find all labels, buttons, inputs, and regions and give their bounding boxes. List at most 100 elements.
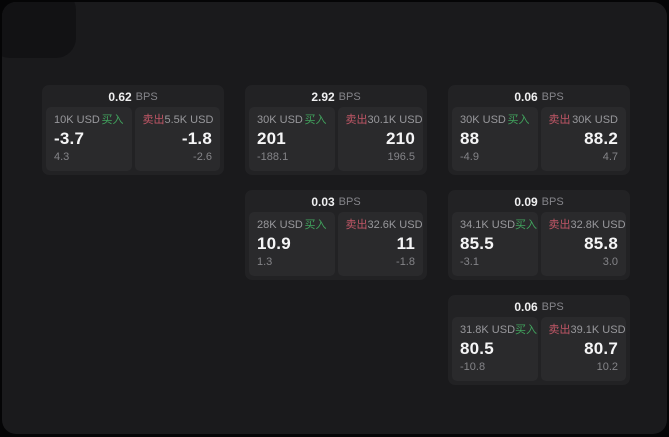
- sell-change: -2.6: [193, 151, 212, 163]
- sell-notional: 32.8K USD: [570, 219, 626, 231]
- buy-side-label: 买入: [515, 324, 538, 336]
- quote-panels: 31.8K USD 买入 80.5 -10.8 卖出 39.1K USD 80.…: [448, 316, 630, 385]
- buy-panel[interactable]: 30K USD 买入 201 -188.1: [249, 107, 335, 171]
- buy-change: -3.1: [460, 256, 479, 268]
- buy-notional: 34.1K USD: [460, 219, 516, 231]
- sell-top-row: 卖出 39.1K USD: [548, 324, 626, 337]
- sell-side-label: 卖出: [548, 324, 571, 336]
- quote-card[interactable]: 0.62 BPS 10K USD 买入 -3.7 4.3 卖出 5.5K USD…: [42, 85, 224, 175]
- sell-panel[interactable]: 卖出 30K USD 88.2 4.7: [540, 107, 626, 171]
- buy-side-label: 买入: [304, 114, 327, 126]
- quote-card[interactable]: 0.03 BPS 28K USD 买入 10.9 1.3 卖出 32.6K US…: [245, 190, 427, 280]
- sell-panel[interactable]: 卖出 32.6K USD 11 -1.8: [337, 212, 423, 276]
- bps-unit-label: BPS: [541, 300, 564, 313]
- buy-side-label: 买入: [304, 219, 327, 231]
- buy-notional: 10K USD: [54, 114, 100, 126]
- card-header: 2.92 BPS: [245, 85, 427, 106]
- buy-change: -4.9: [460, 151, 479, 163]
- sell-side-label: 卖出: [548, 114, 571, 126]
- sell-panel[interactable]: 卖出 5.5K USD -1.8 -2.6: [134, 107, 220, 171]
- sell-panel[interactable]: 卖出 30.1K USD 210 196.5: [337, 107, 423, 171]
- quote-panels: 30K USD 买入 201 -188.1 卖出 30.1K USD 210 1…: [245, 106, 427, 175]
- buy-notional: 28K USD: [257, 219, 303, 231]
- card-header: 0.06 BPS: [448, 85, 630, 106]
- sell-price: 88.2: [584, 129, 618, 148]
- bps-value: 2.92: [311, 89, 335, 104]
- buy-side-label: 买入: [101, 114, 124, 126]
- sell-top-row: 卖出 32.8K USD: [548, 219, 626, 232]
- buy-notional: 30K USD: [257, 114, 303, 126]
- card-header: 0.06 BPS: [448, 295, 630, 316]
- sell-side-label: 卖出: [548, 219, 571, 231]
- bps-value: 0.06: [514, 299, 538, 314]
- quote-card[interactable]: 0.06 BPS 31.8K USD 买入 80.5 -10.8 卖出 39.1…: [448, 295, 630, 385]
- bps-unit-label: BPS: [541, 90, 564, 103]
- sell-price: 210: [386, 129, 415, 148]
- buy-top-row: 28K USD 买入: [257, 219, 327, 232]
- bps-value: 0.62: [108, 89, 132, 104]
- sell-price: 80.7: [584, 339, 618, 358]
- bps-value: 0.06: [514, 89, 538, 104]
- buy-price: 10.9: [257, 234, 291, 253]
- sell-change: 4.7: [602, 151, 618, 163]
- bps-unit-label: BPS: [338, 90, 361, 103]
- buy-change: 1.3: [257, 256, 273, 268]
- buy-side-label: 买入: [507, 114, 530, 126]
- buy-panel[interactable]: 30K USD 买入 88 -4.9: [452, 107, 538, 171]
- card-header: 0.62 BPS: [42, 85, 224, 106]
- sell-change: 10.2: [596, 361, 618, 373]
- buy-price: 80.5: [460, 339, 494, 358]
- quote-panels: 10K USD 买入 -3.7 4.3 卖出 5.5K USD -1.8 -2.…: [42, 106, 224, 175]
- buy-top-row: 31.8K USD 买入: [460, 324, 537, 337]
- bps-unit-label: BPS: [135, 90, 158, 103]
- quote-card[interactable]: 0.09 BPS 34.1K USD 买入 85.5 -3.1 卖出 32.8K…: [448, 190, 630, 280]
- bps-value: 0.03: [311, 194, 335, 209]
- quote-panels: 30K USD 买入 88 -4.9 卖出 30K USD 88.2 4.7: [448, 106, 630, 175]
- sell-notional: 30.1K USD: [367, 114, 423, 126]
- buy-notional: 30K USD: [460, 114, 506, 126]
- sell-price: -1.8: [181, 129, 212, 148]
- sell-notional: 5.5K USD: [164, 114, 214, 126]
- bps-unit-label: BPS: [541, 195, 564, 208]
- card-header: 0.03 BPS: [245, 190, 427, 211]
- sell-change: -1.8: [396, 256, 415, 268]
- quote-card[interactable]: 2.92 BPS 30K USD 买入 201 -188.1 卖出 30.1K …: [245, 85, 427, 175]
- buy-change: -188.1: [257, 151, 289, 163]
- sell-top-row: 卖出 30K USD: [549, 114, 619, 127]
- sell-price: 11: [396, 234, 415, 253]
- quote-card[interactable]: 0.06 BPS 30K USD 买入 88 -4.9 卖出 30K USD 8…: [448, 85, 630, 175]
- buy-change: 4.3: [54, 151, 70, 163]
- buy-price: 85.5: [460, 234, 494, 253]
- sell-side-label: 卖出: [345, 114, 368, 126]
- buy-change: -10.8: [460, 361, 486, 373]
- bps-unit-label: BPS: [338, 195, 361, 208]
- buy-panel[interactable]: 31.8K USD 买入 80.5 -10.8: [452, 317, 538, 381]
- buy-price: 88: [460, 129, 480, 148]
- buy-price: -3.7: [54, 129, 85, 148]
- sell-notional: 30K USD: [572, 114, 618, 126]
- sell-top-row: 卖出 5.5K USD: [142, 114, 214, 127]
- sell-change: 196.5: [387, 151, 415, 163]
- sell-panel[interactable]: 卖出 32.8K USD 85.8 3.0: [540, 212, 626, 276]
- corner-overlay: [2, 2, 76, 58]
- buy-panel[interactable]: 28K USD 买入 10.9 1.3: [249, 212, 335, 276]
- sell-price: 85.8: [584, 234, 618, 253]
- quote-panels: 34.1K USD 买入 85.5 -3.1 卖出 32.8K USD 85.8…: [448, 211, 630, 280]
- sell-side-label: 卖出: [345, 219, 368, 231]
- sell-panel[interactable]: 卖出 39.1K USD 80.7 10.2: [540, 317, 626, 381]
- buy-top-row: 34.1K USD 买入: [460, 219, 537, 232]
- buy-price: 201: [257, 129, 286, 148]
- buy-panel[interactable]: 10K USD 买入 -3.7 4.3: [46, 107, 132, 171]
- quote-panels: 28K USD 买入 10.9 1.3 卖出 32.6K USD 11 -1.8: [245, 211, 427, 280]
- sell-side-label: 卖出: [142, 114, 165, 126]
- buy-top-row: 30K USD 买入: [460, 114, 530, 127]
- sell-top-row: 卖出 30.1K USD: [345, 114, 423, 127]
- buy-top-row: 10K USD 买入: [54, 114, 124, 127]
- buy-notional: 31.8K USD: [460, 324, 516, 336]
- buy-panel[interactable]: 34.1K USD 买入 85.5 -3.1: [452, 212, 538, 276]
- card-header: 0.09 BPS: [448, 190, 630, 211]
- buy-side-label: 买入: [515, 219, 538, 231]
- sell-notional: 32.6K USD: [367, 219, 423, 231]
